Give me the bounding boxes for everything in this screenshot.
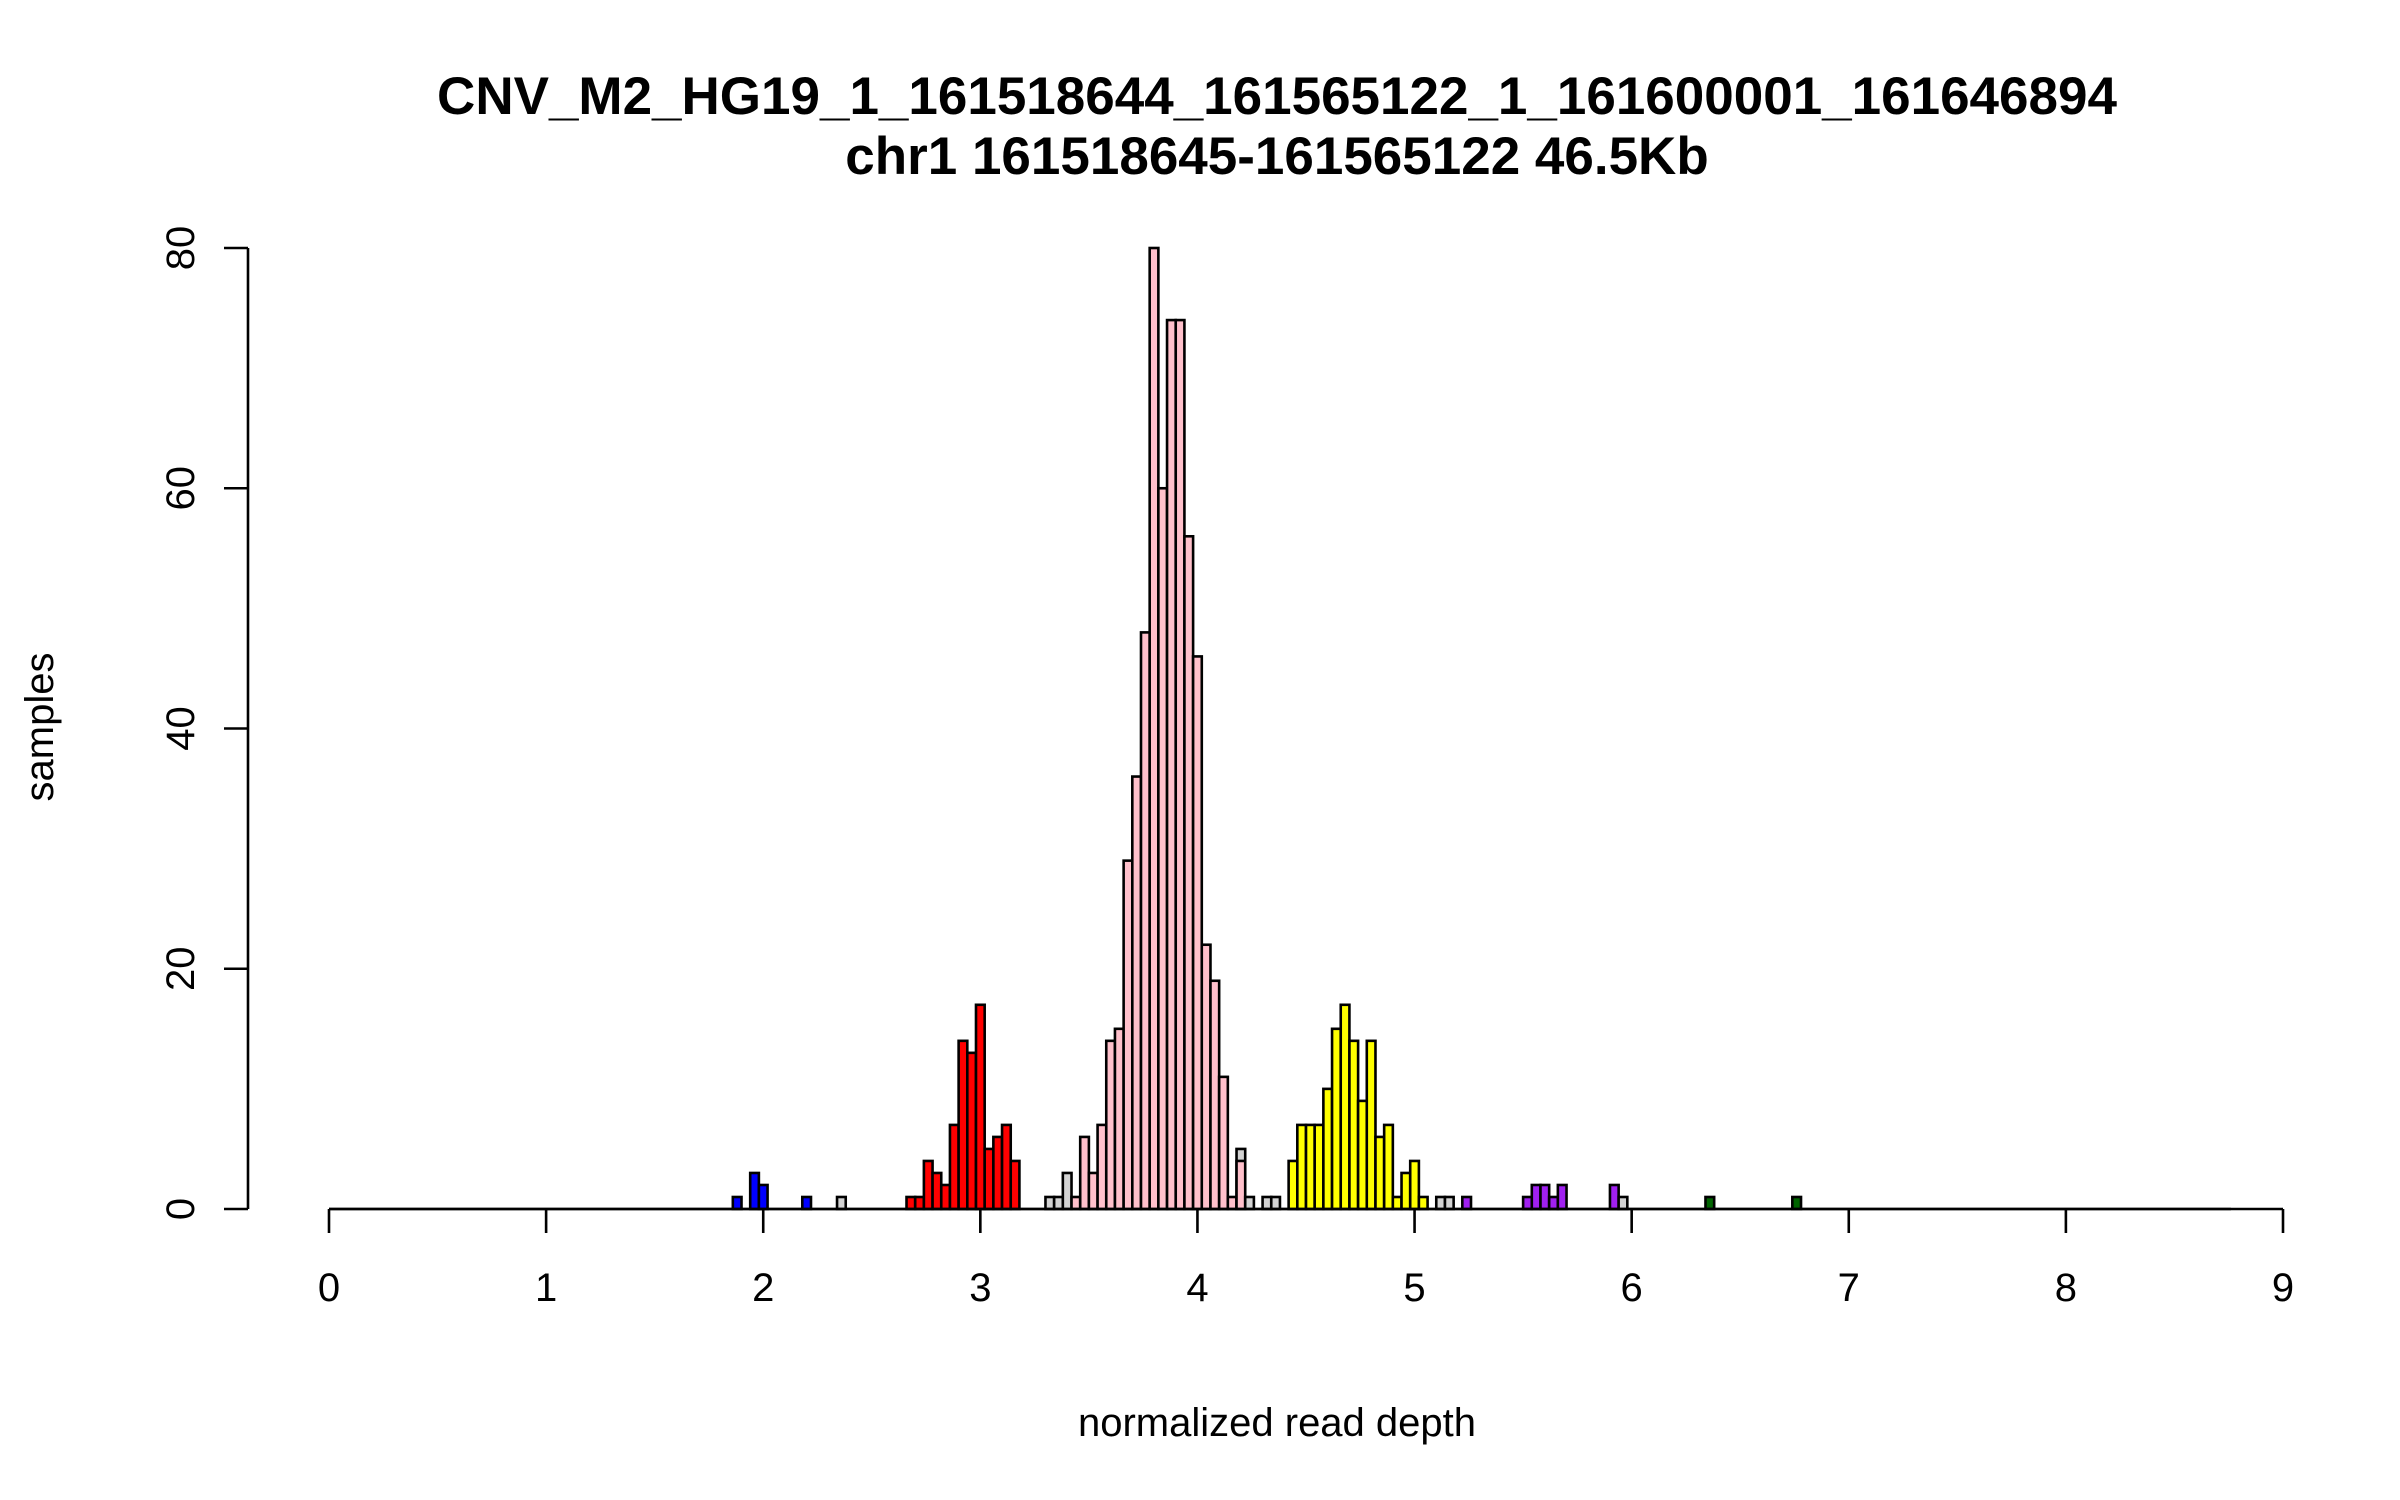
histogram-bar [1044, 1195, 1056, 1211]
histogram-bar [1330, 1027, 1343, 1211]
histogram-bar [1608, 1183, 1620, 1211]
histogram-bar [1296, 1123, 1308, 1211]
chart-subtitle: chr1 161518645-161565122 46.5Kb [845, 127, 1708, 186]
histogram-bar [966, 1051, 978, 1211]
histogram-bar [1052, 1195, 1065, 1211]
histogram-bar [1287, 1159, 1299, 1211]
histogram-bar [1374, 1135, 1386, 1211]
histogram-bar [1417, 1195, 1429, 1211]
bars-layer [329, 246, 2231, 1211]
histogram-bar [1113, 1027, 1125, 1211]
histogram-bar [1261, 1195, 1273, 1211]
histogram-bar [1157, 486, 1169, 1211]
histogram-bar [1408, 1159, 1421, 1211]
histogram-bar [1009, 1159, 1021, 1211]
histogram-bar [1443, 1195, 1455, 1211]
histogram-bar [835, 1195, 848, 1211]
axes-layer: 0 1 2 3 4 5 6 7 8 9 0 20 40 60 80 [159, 226, 2294, 1310]
histogram-bar [922, 1159, 934, 1211]
histogram-bar [1070, 1195, 1082, 1211]
histogram-bar [1191, 655, 1204, 1211]
histogram-bar [974, 1003, 986, 1211]
histogram-bar [731, 1195, 743, 1211]
histogram-bar [1148, 246, 1160, 1211]
histogram-bar [1521, 1195, 1534, 1211]
y-tick-label: 0 [159, 1198, 203, 1220]
chart-title: CNV_M2_HG19_1_161518644_161565122_1_1616… [437, 67, 2117, 126]
x-tick-label: 5 [1403, 1266, 1425, 1310]
histogram-bar [1461, 1195, 1473, 1211]
histogram-bar [1365, 1039, 1377, 1211]
x-axis-label: normalized read depth [1078, 1401, 1476, 1445]
histogram-bar [1304, 1123, 1316, 1211]
histogram-bar [1061, 1171, 1073, 1211]
histogram-bar [1269, 1195, 1282, 1211]
histogram-bar [1183, 534, 1195, 1211]
x-tick-label: 2 [752, 1266, 774, 1310]
x-tick-label: 1 [535, 1266, 557, 1310]
histogram-bar [1391, 1195, 1403, 1211]
histogram-bar [948, 1123, 960, 1211]
histogram-bar [1165, 318, 1178, 1211]
histogram-bar [992, 1135, 1004, 1211]
histogram-bar [1348, 1039, 1360, 1211]
histogram-bar [983, 1147, 995, 1211]
histogram-bar [1000, 1123, 1013, 1211]
histogram-bar [1217, 1075, 1230, 1211]
histogram-bar [931, 1171, 943, 1211]
y-tick-label: 80 [159, 226, 203, 271]
histogram-bar [1539, 1183, 1551, 1211]
histogram-bar [1356, 1099, 1369, 1211]
y-tick-label: 40 [159, 706, 203, 751]
x-tick-label: 4 [1186, 1266, 1208, 1310]
x-tick-label: 9 [2272, 1266, 2294, 1310]
x-tick-label: 7 [1838, 1266, 1860, 1310]
histogram-bar [1096, 1123, 1108, 1211]
histogram-bar [1235, 1159, 1247, 1211]
histogram-bar [801, 1195, 813, 1211]
x-tick-label: 8 [2055, 1266, 2077, 1310]
histogram-bar [913, 1195, 926, 1211]
histogram-bar [1556, 1183, 1568, 1211]
histogram-bar [1339, 1003, 1351, 1211]
histogram-bar [1174, 318, 1186, 1211]
histogram-bar [1226, 1195, 1238, 1211]
y-axis-label: samples [18, 653, 62, 802]
histogram-bar [1704, 1195, 1716, 1211]
histogram-bar [939, 1183, 952, 1211]
histogram-bar [1400, 1171, 1412, 1211]
histogram-bar [1104, 1039, 1117, 1211]
histogram-bar [1243, 1195, 1256, 1211]
histogram-bar [1322, 1087, 1334, 1211]
histogram-bar [1382, 1123, 1395, 1211]
histogram-bar [957, 1039, 969, 1211]
histogram-bar [1209, 979, 1221, 1211]
histogram-bar [1617, 1195, 1629, 1211]
histogram-bar [1139, 631, 1151, 1211]
histogram-bar [905, 1195, 917, 1211]
histogram-bar [1791, 1195, 1803, 1211]
histogram-bar [1131, 775, 1143, 1211]
histogram-bar [1078, 1135, 1091, 1211]
histogram-bar [1200, 943, 1212, 1211]
histogram-bar [1122, 859, 1134, 1211]
x-tick-label: 6 [1621, 1266, 1643, 1310]
histogram-bar [1087, 1171, 1099, 1211]
x-tick-label: 3 [969, 1266, 991, 1310]
y-tick-label: 60 [159, 466, 203, 511]
histogram-bar [1547, 1195, 1560, 1211]
histogram-bar [1434, 1195, 1447, 1211]
histogram-bar [1313, 1123, 1325, 1211]
histogram-bar [1530, 1183, 1542, 1211]
y-tick-label: 20 [159, 947, 203, 992]
histogram-bar [748, 1171, 761, 1211]
histogram-bar [757, 1183, 769, 1211]
x-tick-label: 0 [318, 1266, 340, 1310]
